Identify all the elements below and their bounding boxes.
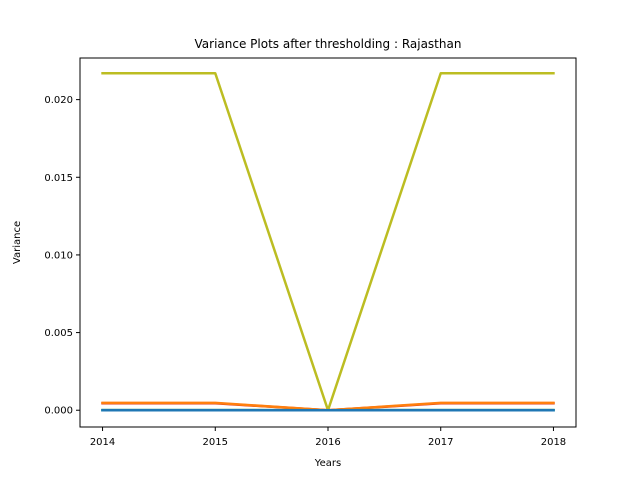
y-tick-label-0: 0.000 — [44, 406, 73, 417]
series-layer — [101, 71, 555, 412]
chart-title: Variance Plots after thresholding : Raja… — [195, 37, 462, 51]
x-tick-label-2018: 2018 — [541, 437, 566, 448]
x-tick-label-2017: 2017 — [428, 437, 453, 448]
x-tick-label-2014: 2014 — [90, 437, 115, 448]
x-tick-label-2016: 2016 — [315, 437, 340, 448]
y-tick-label-4: 0.020 — [44, 95, 73, 106]
y-axis: 0.000 0.005 0.010 0.015 0.020 — [44, 95, 80, 417]
y-tick-label-3: 0.015 — [44, 173, 73, 184]
y-axis-label: Variance — [12, 221, 23, 264]
x-axis-label: Years — [314, 458, 341, 469]
plot-area-background — [80, 58, 576, 427]
y-tick-label-2: 0.010 — [44, 250, 73, 261]
y-tick-label-1: 0.005 — [44, 328, 73, 339]
x-tick-label-2015: 2015 — [203, 437, 228, 448]
x-axis: 2014 2015 2016 2017 2018 — [90, 427, 566, 448]
